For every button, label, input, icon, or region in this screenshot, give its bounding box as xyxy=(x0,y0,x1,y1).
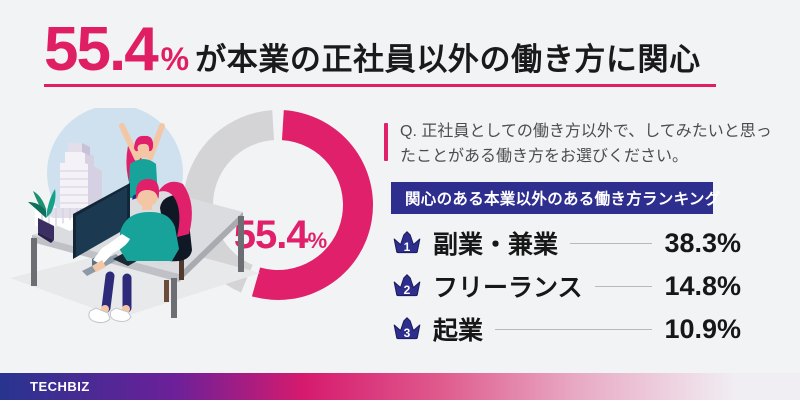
svg-text:1: 1 xyxy=(404,240,411,254)
svg-text:2: 2 xyxy=(404,283,411,297)
svg-text:3: 3 xyxy=(404,326,411,340)
